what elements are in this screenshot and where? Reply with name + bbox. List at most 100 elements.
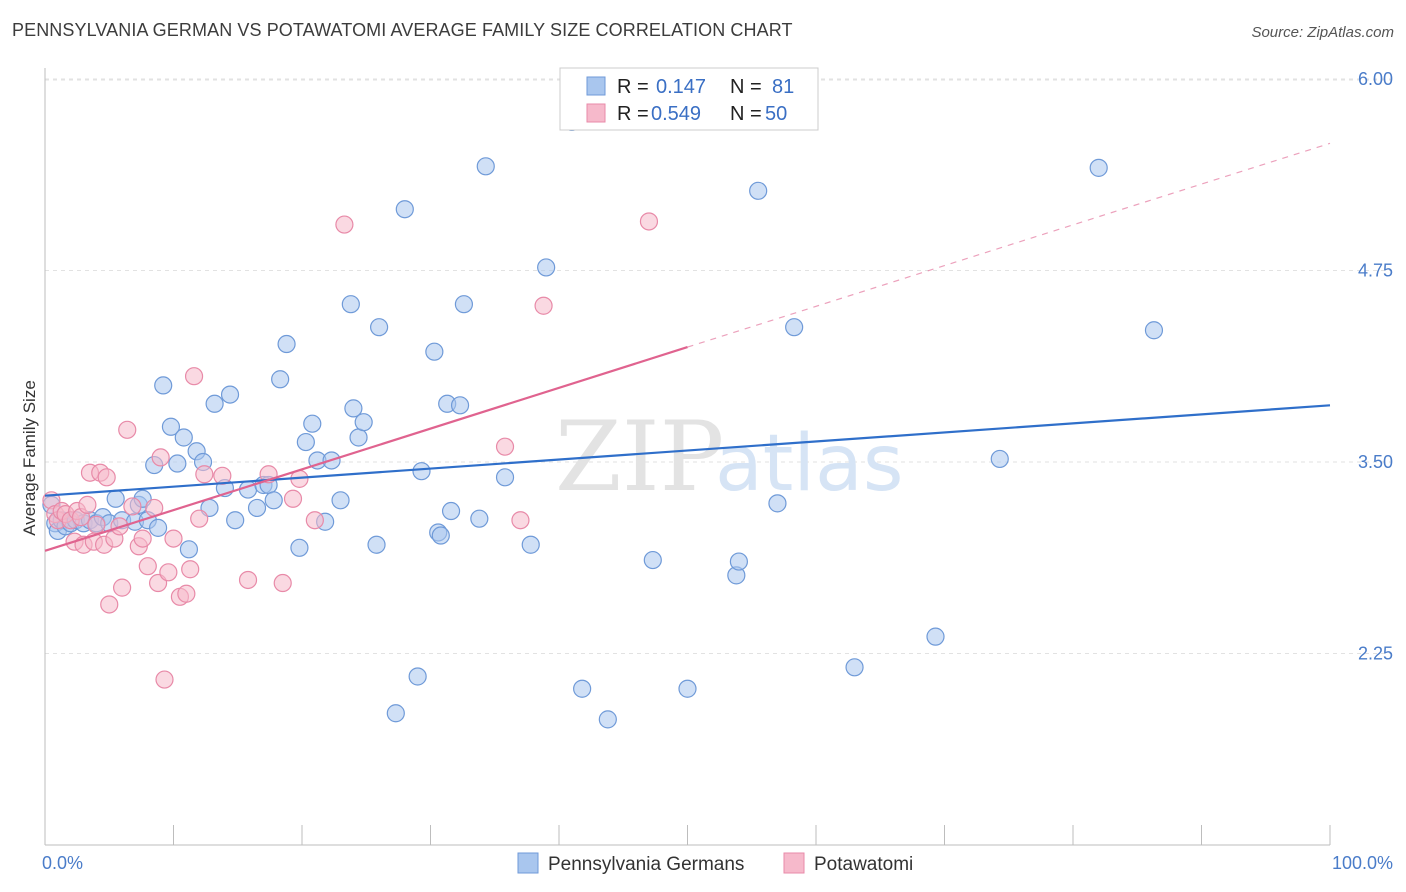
bottom-legend-label-pink: Potawatomi	[814, 854, 913, 875]
x-tick-label-start: 0.0%	[42, 853, 83, 873]
y-tick-label: 3.50	[1358, 452, 1393, 472]
source-label: Source: ZipAtlas.com	[1251, 24, 1394, 41]
data-point	[148, 518, 168, 537]
data-point	[164, 529, 183, 548]
watermark-atlas: atlas	[715, 419, 904, 509]
data-point	[100, 595, 119, 614]
data-point	[112, 578, 132, 597]
data-point	[511, 511, 530, 530]
data-point	[283, 489, 303, 508]
trend-line-pennsylvania-germans	[44, 404, 1331, 497]
legend: R = 0.147 N = 81 R = 0.549 N = 50	[559, 67, 819, 131]
data-point	[344, 399, 363, 418]
data-point	[386, 704, 405, 723]
data-point	[264, 491, 283, 510]
legend-swatch-pink	[586, 103, 606, 123]
data-point	[184, 367, 204, 386]
data-point	[159, 563, 178, 582]
data-point	[247, 498, 267, 518]
data-point	[639, 212, 659, 231]
data-point	[190, 509, 209, 528]
data-point	[138, 557, 157, 576]
data-point	[335, 215, 354, 234]
bottom-legend-swatch-blue	[517, 852, 539, 874]
data-point	[303, 414, 322, 433]
data-point	[395, 200, 414, 219]
data-point	[97, 468, 116, 487]
data-point	[181, 560, 200, 579]
data-point	[678, 679, 697, 698]
data-point	[408, 667, 427, 686]
bottom-legend-label-blue: Pennsylvania Germans	[548, 854, 744, 875]
data-point	[768, 494, 787, 513]
data-point	[425, 342, 444, 361]
y-tick-labels: 2.25 3.50 4.75 6.00	[1358, 69, 1393, 664]
y-axis-label: Average Family Size	[20, 380, 39, 536]
data-point	[412, 462, 431, 481]
data-point	[349, 428, 368, 447]
data-point	[573, 679, 592, 698]
data-point	[354, 413, 373, 432]
grid-lines	[45, 78, 1392, 654]
data-point	[785, 318, 804, 337]
data-point	[521, 535, 540, 554]
x-tick-label-end: 100.0%	[1332, 853, 1393, 873]
legend-r-value-1: 0.147	[656, 76, 706, 98]
data-point	[476, 157, 495, 176]
data-point	[450, 396, 470, 415]
data-point	[495, 468, 515, 487]
data-point	[123, 497, 142, 516]
data-point	[151, 448, 170, 467]
data-point	[174, 428, 193, 447]
legend-swatch-blue	[586, 76, 606, 96]
watermark: ZIP atlas	[555, 401, 904, 513]
legend-n-label-1: N =	[730, 76, 762, 98]
data-point	[495, 437, 515, 456]
data-point	[106, 489, 125, 508]
trend-lines	[44, 142, 1331, 552]
data-point	[749, 181, 768, 200]
y-tick-label: 6.00	[1358, 69, 1393, 89]
data-point	[367, 535, 386, 554]
axes	[44, 68, 1331, 846]
data-point	[470, 509, 489, 528]
legend-n-value-2: 50	[765, 103, 787, 125]
data-point	[845, 658, 864, 677]
data-point	[441, 501, 461, 521]
data-point	[161, 417, 181, 436]
chart-title: PENNSYLVANIA GERMAN VS POTAWATOMI AVERAG…	[12, 20, 793, 40]
data-point	[537, 258, 556, 277]
data-point	[154, 376, 173, 395]
data-point	[205, 394, 224, 413]
data-point	[598, 710, 617, 729]
data-point	[87, 515, 106, 534]
data-point	[643, 550, 662, 570]
data-point	[370, 318, 389, 337]
legend-n-value-1: 81	[772, 76, 794, 98]
bottom-legend: Pennsylvania Germans Potawatomi	[517, 852, 913, 875]
data-point	[177, 584, 196, 603]
data-point	[331, 491, 350, 510]
data-point	[305, 511, 324, 530]
y-tick-label: 4.75	[1358, 261, 1393, 281]
data-point	[431, 526, 450, 545]
data-point	[226, 511, 245, 530]
legend-n-label-2: N =	[730, 103, 762, 125]
y-tick-label: 2.25	[1358, 644, 1393, 664]
data-point	[271, 370, 290, 389]
data-point	[195, 465, 214, 484]
data-point	[534, 296, 553, 315]
legend-r-label-2: R =	[617, 103, 649, 125]
data-point	[273, 573, 292, 593]
data-point	[118, 420, 137, 439]
data-point	[926, 627, 945, 646]
data-point	[133, 529, 152, 548]
legend-r-value-2: 0.549	[651, 103, 701, 125]
bottom-legend-swatch-pink	[783, 852, 805, 874]
data-point	[990, 449, 1009, 469]
x-tick-labels: 0.0% 100.0%	[42, 853, 1393, 873]
trend-line-potawatomi	[44, 346, 688, 552]
data-point	[1089, 158, 1108, 177]
data-point	[1144, 321, 1164, 340]
